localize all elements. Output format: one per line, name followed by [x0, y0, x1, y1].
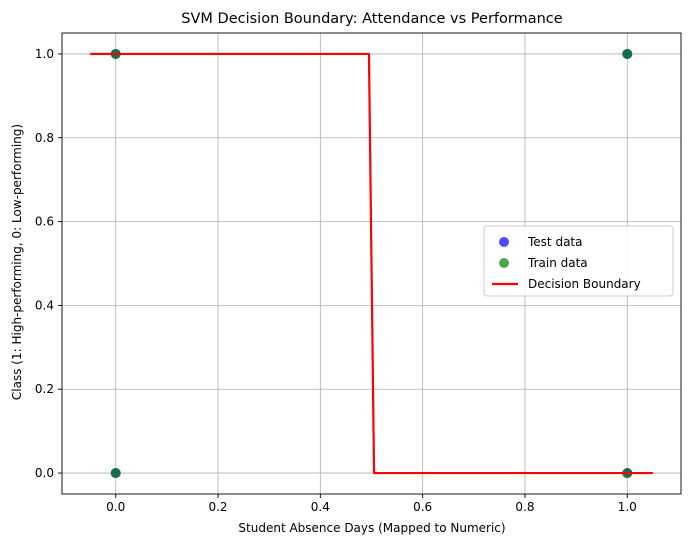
plot-area: 0.0 0.2 0.4 0.6 0.8 1.0 0.0 0.2 0.4 0.6 0.8 1.0 Test…	[35, 32, 682, 514]
legend: Test data Train data Decision Boundary	[483, 225, 674, 297]
legend-marker-0	[499, 237, 509, 247]
legend-marker-1	[499, 258, 509, 268]
x-tick-label-1: 0.2	[208, 500, 227, 514]
x-tick-label-5: 1.0	[618, 500, 637, 514]
y-tick-label-1: 0.2	[35, 382, 54, 396]
x-tick-label-3: 0.6	[413, 500, 432, 514]
legend-label-2: Decision Boundary	[528, 277, 641, 291]
y-tick-label-2: 0.4	[35, 298, 54, 312]
y-tick-label-5: 1.0	[35, 47, 54, 61]
y-tick-label-4: 0.8	[35, 131, 54, 145]
y-tick-label-3: 0.6	[35, 215, 54, 229]
x-tick-label-4: 0.8	[515, 500, 534, 514]
y-tick-label-0: 0.0	[35, 466, 54, 480]
x-tick-label-0: 0.0	[106, 500, 125, 514]
y-axis-label: Class (1: High-performing, 0: Low-perfor…	[10, 124, 24, 400]
plot-frame	[61, 32, 682, 495]
legend-label-0: Test data	[527, 235, 582, 249]
series-1-point-1	[110, 468, 121, 479]
legend-box	[483, 225, 674, 297]
x-axis-label: Student Absence Days (Mapped to Numeric)	[238, 521, 505, 535]
x-tick-label-2: 0.4	[311, 500, 330, 514]
legend-label-1: Train data	[527, 256, 588, 270]
chart-title: SVM Decision Boundary: Attendance vs Per…	[181, 11, 562, 27]
series-1-point-2	[622, 48, 633, 59]
decision-boundary-line	[90, 52, 653, 475]
